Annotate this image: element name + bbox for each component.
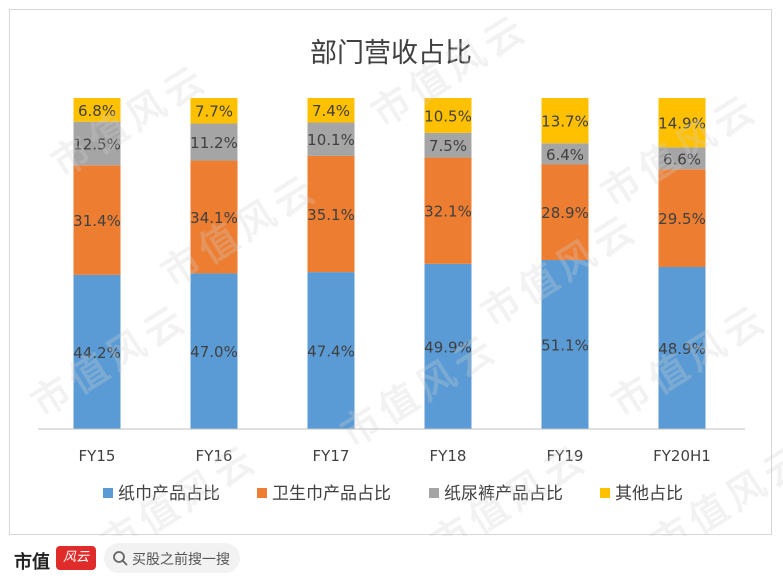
legend: 纸巾产品占比 卫生巾产品占比 纸尿裤产品占比 其他占比 — [103, 484, 683, 504]
x-tick-labels: FY15 FY16 FY17 FY18 FY19 FY20H1 — [79, 447, 711, 465]
stacked-bar-chart: 部门营收占比 44.2% 31.4% 12.5% 6.8% 47.0% 34.1% 11.2… — [38, 38, 745, 504]
search-box[interactable]: 买股之前搜一搜 — [104, 543, 240, 573]
data-label: 12.5% — [73, 136, 121, 154]
data-label: 29.5% — [658, 210, 706, 228]
search-placeholder: 买股之前搜一搜 — [132, 552, 230, 568]
x-tick-label: FY17 — [313, 447, 350, 465]
bar-segment — [190, 273, 238, 429]
legend-swatch — [600, 488, 610, 498]
legend-swatch — [103, 488, 113, 498]
data-label: 48.9% — [658, 340, 706, 358]
bar-segment — [307, 272, 355, 429]
data-label: 35.1% — [307, 206, 355, 224]
bar-segment — [307, 98, 355, 123]
data-label: 7.7% — [195, 103, 233, 121]
bar-segment — [73, 274, 121, 429]
bar-segment — [190, 123, 238, 161]
bar-segment — [541, 143, 589, 165]
data-label: 13.7% — [541, 113, 589, 131]
search-icon — [113, 551, 128, 566]
x-tick-label: FY18 — [430, 447, 467, 465]
data-label: 32.1% — [424, 203, 472, 221]
brand-name: 市值 — [14, 552, 50, 573]
bar-segment — [424, 98, 472, 133]
data-label: 14.9% — [658, 115, 706, 133]
data-label: 34.1% — [190, 209, 238, 227]
data-label: 7.4% — [312, 102, 350, 120]
bar-segment — [541, 260, 589, 429]
data-label: 10.5% — [424, 107, 472, 125]
bar-segment — [658, 147, 706, 170]
brand-logo: 风云 — [56, 546, 96, 570]
chart-frame — [9, 9, 772, 535]
data-label: 44.2% — [73, 344, 121, 362]
data-label: 47.0% — [190, 343, 238, 361]
legend-label: 其他占比 — [615, 484, 683, 504]
data-label: 47.4% — [307, 343, 355, 361]
data-label: 6.4% — [546, 146, 584, 164]
bar-segment — [73, 121, 121, 166]
x-tick-label: FY15 — [79, 447, 116, 465]
x-tick-label: FY16 — [196, 447, 233, 465]
x-tick-label: FY19 — [547, 447, 584, 465]
bar-segment — [73, 98, 121, 122]
data-label: 51.1% — [541, 337, 589, 355]
bar-segment — [424, 157, 472, 264]
legend-swatch — [429, 488, 439, 498]
data-label: 6.6% — [663, 150, 701, 168]
legend-label: 卫生巾产品占比 — [272, 484, 391, 504]
footer-bar: 市值 风云 买股之前搜一搜 — [0, 536, 783, 581]
bar-segment — [190, 98, 238, 124]
data-label: 7.5% — [429, 137, 467, 155]
bar-segment — [658, 169, 706, 267]
legend-label: 纸巾产品占比 — [118, 484, 220, 504]
legend-swatch — [257, 488, 267, 498]
bar-segment — [190, 160, 238, 274]
bar-segment — [658, 266, 706, 429]
data-label: 49.9% — [424, 338, 472, 356]
x-tick-label: FY20H1 — [653, 447, 711, 465]
chart-title: 部门营收占比 — [310, 38, 472, 69]
data-label: 10.1% — [307, 131, 355, 149]
bars-layer: 44.2% 31.4% 12.5% 6.8% 47.0% 34.1% 11.2% 7.7% 47… — [73, 98, 706, 429]
bar-segment — [307, 122, 355, 156]
data-label: 31.4% — [73, 212, 121, 230]
bar-segment — [73, 165, 121, 275]
bar-segment — [658, 98, 706, 148]
data-label: 11.2% — [190, 134, 238, 152]
data-label: 28.9% — [541, 204, 589, 222]
bar-segment — [541, 164, 589, 261]
bar-segment — [424, 263, 472, 429]
bar-segment — [307, 155, 355, 273]
data-label: 6.8% — [78, 102, 116, 120]
bar-segment — [541, 98, 589, 144]
legend-label: 纸尿裤产品占比 — [444, 484, 563, 504]
bar-segment — [424, 132, 472, 158]
